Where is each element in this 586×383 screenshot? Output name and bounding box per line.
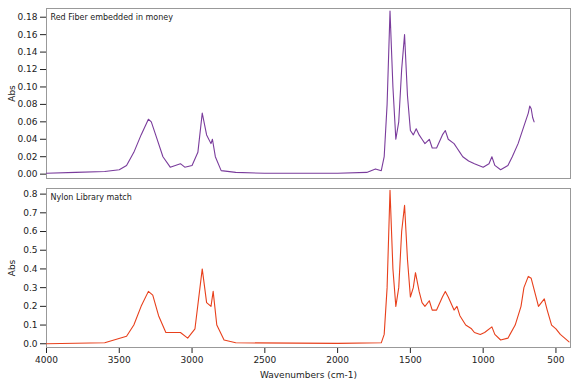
svg-text:2000: 2000 [326, 355, 349, 365]
svg-text:0.00: 0.00 [17, 169, 37, 179]
svg-text:Wavenumbers (cm-1): Wavenumbers (cm-1) [260, 370, 357, 380]
svg-text:0.18: 0.18 [17, 12, 37, 22]
svg-text:0.8: 0.8 [23, 189, 38, 199]
svg-text:0.5: 0.5 [23, 245, 37, 255]
svg-text:500: 500 [547, 355, 564, 365]
svg-text:1500: 1500 [399, 355, 422, 365]
svg-text:Abs: Abs [7, 259, 17, 276]
svg-text:0.4: 0.4 [23, 264, 38, 274]
svg-text:0.02: 0.02 [17, 152, 37, 162]
svg-text:Nylon Library match: Nylon Library match [51, 193, 132, 202]
svg-text:2500: 2500 [253, 355, 276, 365]
svg-text:0.04: 0.04 [17, 134, 37, 144]
svg-text:0.6: 0.6 [23, 226, 38, 236]
svg-text:0.06: 0.06 [17, 117, 37, 127]
svg-text:3500: 3500 [108, 355, 131, 365]
svg-text:4000: 4000 [35, 355, 58, 365]
svg-text:0.7: 0.7 [23, 208, 37, 218]
svg-text:0.2: 0.2 [23, 301, 37, 311]
svg-text:0.08: 0.08 [17, 99, 37, 109]
svg-text:0.1: 0.1 [23, 320, 37, 330]
svg-text:Red Fiber embedded in money: Red Fiber embedded in money [51, 13, 174, 22]
svg-text:0.3: 0.3 [23, 283, 37, 293]
svg-text:3000: 3000 [181, 355, 204, 365]
svg-text:1000: 1000 [472, 355, 495, 365]
svg-text:0.10: 0.10 [17, 82, 37, 92]
svg-text:0.0: 0.0 [23, 339, 38, 349]
svg-text:0.14: 0.14 [17, 47, 37, 57]
svg-text:0.12: 0.12 [17, 64, 37, 74]
svg-text:Abs: Abs [7, 85, 17, 102]
svg-text:0.16: 0.16 [17, 30, 37, 40]
